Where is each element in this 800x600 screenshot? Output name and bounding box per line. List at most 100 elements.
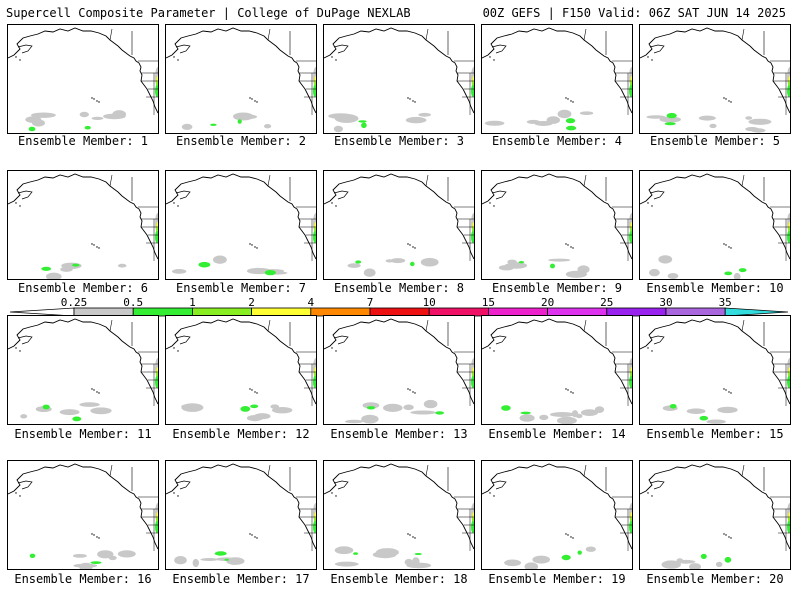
alaska-coast [333, 190, 349, 200]
island [254, 246, 256, 248]
island [572, 392, 574, 394]
island [407, 243, 409, 245]
island [567, 244, 569, 246]
province-borders [583, 464, 632, 510]
island [173, 202, 175, 204]
island [412, 391, 414, 393]
island [19, 495, 21, 497]
island [565, 533, 567, 535]
island [489, 56, 491, 58]
island [177, 205, 179, 207]
ensemble-member-label: Ensemble Member: 10 [646, 281, 784, 295]
coastline [166, 173, 316, 260]
province-borders [109, 319, 158, 365]
island [249, 97, 251, 99]
province-borders [425, 464, 474, 510]
alaska-coast [649, 335, 665, 345]
scp-shading [25, 67, 158, 132]
ensemble-map-12 [166, 318, 316, 422]
alaska-coast [491, 335, 507, 345]
island [647, 56, 649, 58]
state-borders [457, 364, 474, 406]
island [15, 347, 17, 349]
ensemble-map-16 [8, 463, 158, 569]
island [15, 492, 17, 494]
coastline [166, 27, 316, 114]
state-borders [141, 219, 158, 261]
island [98, 247, 100, 249]
legend-tick-label: 30 [659, 296, 672, 309]
coastline [324, 27, 474, 114]
island [730, 101, 732, 103]
ensemble-map-11 [8, 318, 158, 422]
island [96, 100, 98, 102]
coastline [640, 318, 790, 405]
island [15, 56, 17, 58]
state-borders [141, 509, 158, 551]
island [19, 205, 21, 207]
island [96, 391, 98, 393]
island [412, 100, 414, 102]
island [414, 537, 416, 539]
ensemble-panel-13 [323, 315, 475, 425]
island [414, 392, 416, 394]
island [493, 205, 495, 207]
alaska-coast [17, 44, 33, 54]
legend-tick-label: 20 [541, 296, 554, 309]
island [572, 537, 574, 539]
legend-tick-label: 2 [248, 296, 255, 309]
coastline [324, 463, 474, 550]
island [493, 495, 495, 497]
ensemble-map-2 [166, 27, 316, 130]
province-borders [267, 464, 316, 510]
island [177, 59, 179, 61]
ensemble-map-20 [640, 463, 790, 569]
coastline [482, 463, 632, 550]
island [651, 495, 653, 497]
alaska-coast [175, 44, 191, 54]
island [651, 59, 653, 61]
scp-shading [504, 503, 632, 569]
legend-tick-label: 10 [423, 296, 436, 309]
island [728, 536, 730, 538]
island [409, 98, 411, 100]
ensemble-panel-11 [7, 315, 159, 425]
island [335, 495, 337, 497]
island [331, 56, 333, 58]
island [91, 533, 93, 535]
island [723, 388, 725, 390]
island [98, 537, 100, 539]
island [730, 392, 732, 394]
island [414, 247, 416, 249]
coastline [640, 463, 790, 550]
coastline [482, 27, 632, 114]
island [254, 536, 256, 538]
state-borders [141, 364, 158, 406]
state-borders [299, 219, 316, 261]
ensemble-panel-2 [165, 24, 317, 134]
island [331, 202, 333, 204]
island [572, 247, 574, 249]
ensemble-map-10 [640, 173, 790, 279]
product-title: Supercell Composite Parameter | College … [6, 6, 411, 20]
island [91, 388, 93, 390]
island [730, 247, 732, 249]
ensemble-map-14 [482, 318, 632, 424]
coastline [640, 173, 790, 260]
island [254, 391, 256, 393]
province-borders [267, 319, 316, 365]
ensemble-panel-9 [481, 170, 633, 280]
island [651, 350, 653, 352]
island [93, 534, 95, 536]
ensemble-member-label: Ensemble Member: 17 [172, 572, 310, 586]
island [249, 533, 251, 535]
island [647, 347, 649, 349]
coastline [8, 173, 158, 260]
island [567, 389, 569, 391]
island [173, 347, 175, 349]
state-borders [615, 364, 632, 406]
island [489, 202, 491, 204]
island [723, 97, 725, 99]
ensemble-panel-5 [639, 24, 791, 134]
alaska-coast [175, 335, 191, 345]
